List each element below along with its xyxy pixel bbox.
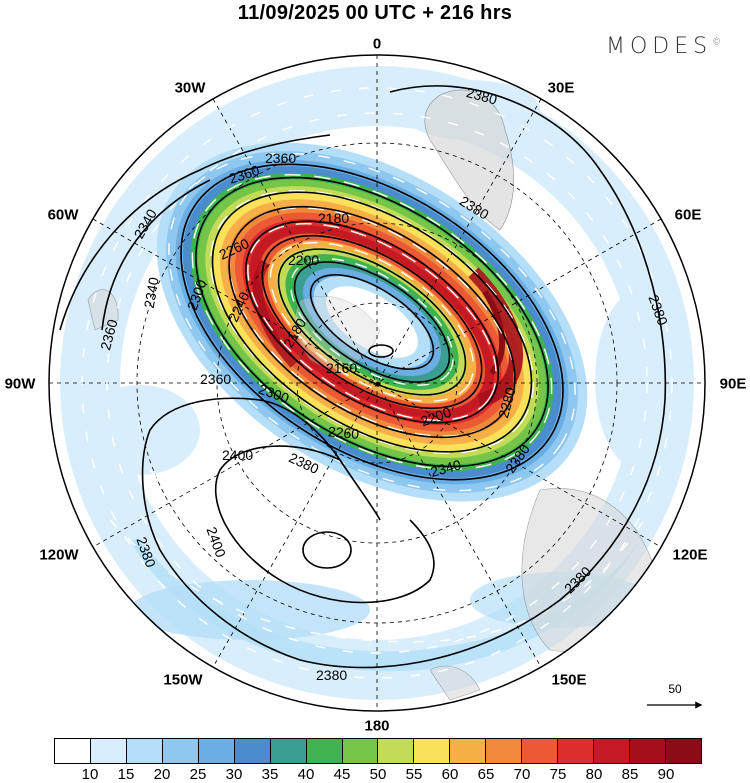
colorbar-segment — [126, 739, 163, 763]
wind-reference: 50 — [645, 682, 705, 722]
map-title: 11/09/2025 00 UTC + 216 hrs — [237, 2, 513, 24]
colorbar-tick-label: 20 — [153, 766, 171, 783]
lon-label-180: 180 — [364, 717, 390, 735]
contour-label: 2340 — [429, 456, 463, 480]
colorbar-tick-label: 30 — [225, 766, 243, 783]
contour-label: 2380 — [465, 84, 499, 108]
colorbar-segment — [90, 739, 127, 763]
colorbar-tick-label: 80 — [585, 766, 603, 783]
colorbar-segment — [162, 739, 199, 763]
lon-label-30w: 30W — [174, 79, 206, 97]
colorbar-segment — [414, 739, 451, 763]
colorbar-tick-label: 45 — [333, 766, 351, 783]
colorbar-segment — [630, 739, 666, 763]
colorbar-segment — [342, 739, 379, 763]
lon-label-150e: 150E — [551, 671, 587, 689]
colorbar-tick-label: 15 — [117, 766, 135, 783]
colorbar-tick-label: 85 — [621, 766, 639, 783]
colorbar-tick-label: 70 — [513, 766, 531, 783]
map-boundary — [48, 54, 706, 712]
lon-label-0: 0 — [372, 35, 382, 53]
contour-label: 2400 — [222, 447, 253, 463]
contour-label: 2360 — [200, 371, 231, 387]
colorbar-segment — [665, 739, 701, 763]
wind-speed-shading — [49, 55, 705, 711]
brand-logo: MODES© — [606, 34, 721, 59]
colorbar-tick-label: 35 — [261, 766, 279, 783]
colorbar-segment — [234, 739, 271, 763]
contour-label: 2380 — [316, 667, 347, 683]
brand-mark: © — [712, 37, 722, 48]
colorbar-segment — [558, 739, 595, 763]
wind-reference-value: 50 — [668, 682, 682, 696]
colorbar — [54, 738, 702, 764]
wind-reference-arrow — [647, 701, 703, 709]
colorbar-tick-label: 60 — [441, 766, 459, 783]
lon-label-90w: 90W — [4, 375, 36, 393]
contour-label: 2260 — [327, 423, 360, 442]
wind-vectors — [81, 87, 673, 679]
colorbar-tick-label: 90 — [657, 766, 675, 783]
colorbar-tick-label: 65 — [477, 766, 495, 783]
colorbar-segment — [378, 739, 415, 763]
lon-label-120e: 120E — [672, 546, 708, 564]
colorbar-segment — [522, 739, 559, 763]
colorbar-tick-label: 10 — [81, 766, 99, 783]
lon-label-120w: 120W — [39, 546, 79, 564]
colorbar-tick-label: 40 — [297, 766, 315, 783]
colorbar-segment — [486, 739, 523, 763]
contour-label: 2200 — [288, 252, 319, 268]
lon-label-150w: 150W — [163, 671, 203, 689]
contour-label: 2360 — [265, 150, 296, 166]
contour-label: 2340 — [141, 276, 162, 310]
colorbar-tick-label: 55 — [405, 766, 423, 783]
lon-label-90e: 90E — [719, 375, 747, 393]
contour-label: 2280 — [495, 385, 519, 419]
contour-label: 2360 — [97, 317, 121, 351]
lon-label-60e: 60E — [674, 206, 702, 224]
colorbar-segment — [270, 739, 307, 763]
colorbar-segment — [450, 739, 487, 763]
brand-name: MODES — [606, 34, 713, 59]
colorbar-segment — [55, 739, 91, 763]
colorbar-segment — [198, 739, 235, 763]
contour-label: 2180 — [318, 210, 349, 226]
colorbar-tick-label: 50 — [369, 766, 387, 783]
colorbar-tick-label: 75 — [549, 766, 567, 783]
colorbar-segment — [306, 739, 343, 763]
lon-label-60w: 60W — [47, 206, 79, 224]
height-contours — [59, 85, 667, 669]
contour-label: 2160 — [326, 360, 357, 376]
colorbar-tick-label: 25 — [189, 766, 207, 783]
lon-label-30e: 30E — [547, 79, 575, 97]
colorbar-segment — [594, 739, 630, 763]
